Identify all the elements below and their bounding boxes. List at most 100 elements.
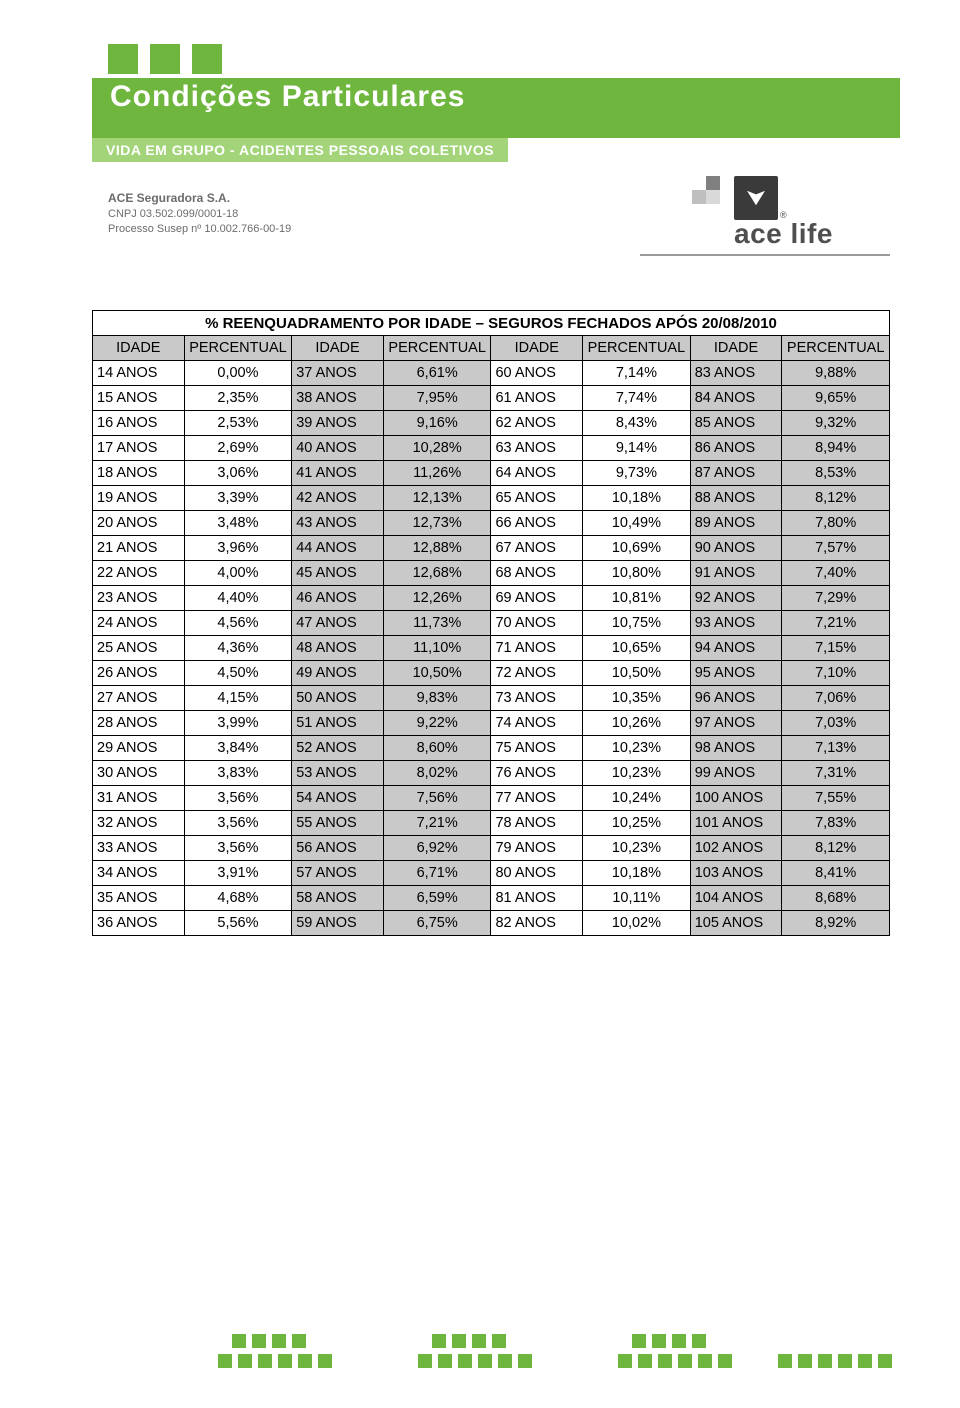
table-cell: 6,61% bbox=[383, 361, 491, 386]
table-cell: 40 ANOS bbox=[292, 436, 384, 461]
table-cell: 10,81% bbox=[583, 586, 691, 611]
table-cell: 84 ANOS bbox=[690, 386, 782, 411]
table-cell: 9,16% bbox=[383, 411, 491, 436]
table-cell: 42 ANOS bbox=[292, 486, 384, 511]
table-cell: 6,59% bbox=[383, 886, 491, 911]
table-cell: 7,14% bbox=[583, 361, 691, 386]
table-cell: 48 ANOS bbox=[292, 636, 384, 661]
footer-decorative-squares bbox=[92, 1334, 890, 1380]
table-cell: 7,80% bbox=[782, 511, 890, 536]
table-cell: 8,12% bbox=[782, 836, 890, 861]
table-cell: 3,83% bbox=[184, 761, 292, 786]
table-cell: 77 ANOS bbox=[491, 786, 583, 811]
table-cell: 10,18% bbox=[583, 861, 691, 886]
table-cell: 26 ANOS bbox=[93, 661, 185, 686]
ace-badge-icon bbox=[734, 176, 778, 220]
table-cell: 81 ANOS bbox=[491, 886, 583, 911]
table-header: PERCENTUAL bbox=[782, 336, 890, 361]
table-cell: 50 ANOS bbox=[292, 686, 384, 711]
table-cell: 8,43% bbox=[583, 411, 691, 436]
table-cell: 52 ANOS bbox=[292, 736, 384, 761]
table-cell: 9,88% bbox=[782, 361, 890, 386]
table-cell: 61 ANOS bbox=[491, 386, 583, 411]
table-cell: 8,68% bbox=[782, 886, 890, 911]
table-header: IDADE bbox=[93, 336, 185, 361]
table-cell: 69 ANOS bbox=[491, 586, 583, 611]
document-title: Condições Particulares bbox=[110, 80, 882, 113]
table-cell: 79 ANOS bbox=[491, 836, 583, 861]
table-cell: 49 ANOS bbox=[292, 661, 384, 686]
table-cell: 8,02% bbox=[383, 761, 491, 786]
table-cell: 56 ANOS bbox=[292, 836, 384, 861]
table-cell: 7,83% bbox=[782, 811, 890, 836]
table-cell: 7,29% bbox=[782, 586, 890, 611]
table-cell: 76 ANOS bbox=[491, 761, 583, 786]
table-cell: 7,03% bbox=[782, 711, 890, 736]
table-cell: 6,71% bbox=[383, 861, 491, 886]
table-cell: 86 ANOS bbox=[690, 436, 782, 461]
table-cell: 6,75% bbox=[383, 911, 491, 936]
table-cell: 4,56% bbox=[184, 611, 292, 636]
table-cell: 44 ANOS bbox=[292, 536, 384, 561]
table-header: PERCENTUAL bbox=[583, 336, 691, 361]
table-cell: 7,74% bbox=[583, 386, 691, 411]
table-header: IDADE bbox=[491, 336, 583, 361]
table-cell: 7,10% bbox=[782, 661, 890, 686]
logo-squares-icon bbox=[678, 176, 728, 226]
table-cell: 36 ANOS bbox=[93, 911, 185, 936]
table-cell: 55 ANOS bbox=[292, 811, 384, 836]
table-cell: 19 ANOS bbox=[93, 486, 185, 511]
table-cell: 104 ANOS bbox=[690, 886, 782, 911]
table-cell: 4,68% bbox=[184, 886, 292, 911]
table-cell: 24 ANOS bbox=[93, 611, 185, 636]
table-cell: 9,65% bbox=[782, 386, 890, 411]
table-cell: 10,49% bbox=[583, 511, 691, 536]
table-cell: 91 ANOS bbox=[690, 561, 782, 586]
table-cell: 39 ANOS bbox=[292, 411, 384, 436]
brand-logo: ® ace life bbox=[640, 176, 890, 260]
table-cell: 97 ANOS bbox=[690, 711, 782, 736]
table-cell: 7,06% bbox=[782, 686, 890, 711]
table-cell: 10,23% bbox=[583, 736, 691, 761]
table-cell: 3,84% bbox=[184, 736, 292, 761]
table-cell: 100 ANOS bbox=[690, 786, 782, 811]
table-cell: 41 ANOS bbox=[292, 461, 384, 486]
company-cnpj: CNPJ 03.502.099/0001-18 bbox=[108, 207, 291, 222]
table-cell: 11,10% bbox=[383, 636, 491, 661]
table-cell: 5,56% bbox=[184, 911, 292, 936]
table-cell: 105 ANOS bbox=[690, 911, 782, 936]
table-cell: 68 ANOS bbox=[491, 561, 583, 586]
table-cell: 2,53% bbox=[184, 411, 292, 436]
table-cell: 35 ANOS bbox=[93, 886, 185, 911]
table-cell: 33 ANOS bbox=[93, 836, 185, 861]
table-cell: 10,50% bbox=[583, 661, 691, 686]
table-cell: 7,95% bbox=[383, 386, 491, 411]
table-cell: 7,55% bbox=[782, 786, 890, 811]
table-cell: 2,69% bbox=[184, 436, 292, 461]
table-cell: 11,26% bbox=[383, 461, 491, 486]
table-header: PERCENTUAL bbox=[383, 336, 491, 361]
table-cell: 10,35% bbox=[583, 686, 691, 711]
table-cell: 31 ANOS bbox=[93, 786, 185, 811]
table-cell: 10,80% bbox=[583, 561, 691, 586]
table-cell: 70 ANOS bbox=[491, 611, 583, 636]
table-cell: 11,73% bbox=[383, 611, 491, 636]
table-cell: 53 ANOS bbox=[292, 761, 384, 786]
table-cell: 3,91% bbox=[184, 861, 292, 886]
title-bar: Condições Particulares bbox=[92, 78, 900, 138]
table-cell: 67 ANOS bbox=[491, 536, 583, 561]
table-cell: 64 ANOS bbox=[491, 461, 583, 486]
table-cell: 12,13% bbox=[383, 486, 491, 511]
table-cell: 54 ANOS bbox=[292, 786, 384, 811]
table-cell: 10,28% bbox=[383, 436, 491, 461]
table-header: PERCENTUAL bbox=[184, 336, 292, 361]
table-cell: 6,92% bbox=[383, 836, 491, 861]
table-cell: 9,73% bbox=[583, 461, 691, 486]
table-cell: 3,48% bbox=[184, 511, 292, 536]
table-cell: 10,11% bbox=[583, 886, 691, 911]
table-cell: 10,24% bbox=[583, 786, 691, 811]
table-cell: 3,39% bbox=[184, 486, 292, 511]
table-cell: 3,06% bbox=[184, 461, 292, 486]
table-cell: 4,50% bbox=[184, 661, 292, 686]
table-cell: 10,65% bbox=[583, 636, 691, 661]
